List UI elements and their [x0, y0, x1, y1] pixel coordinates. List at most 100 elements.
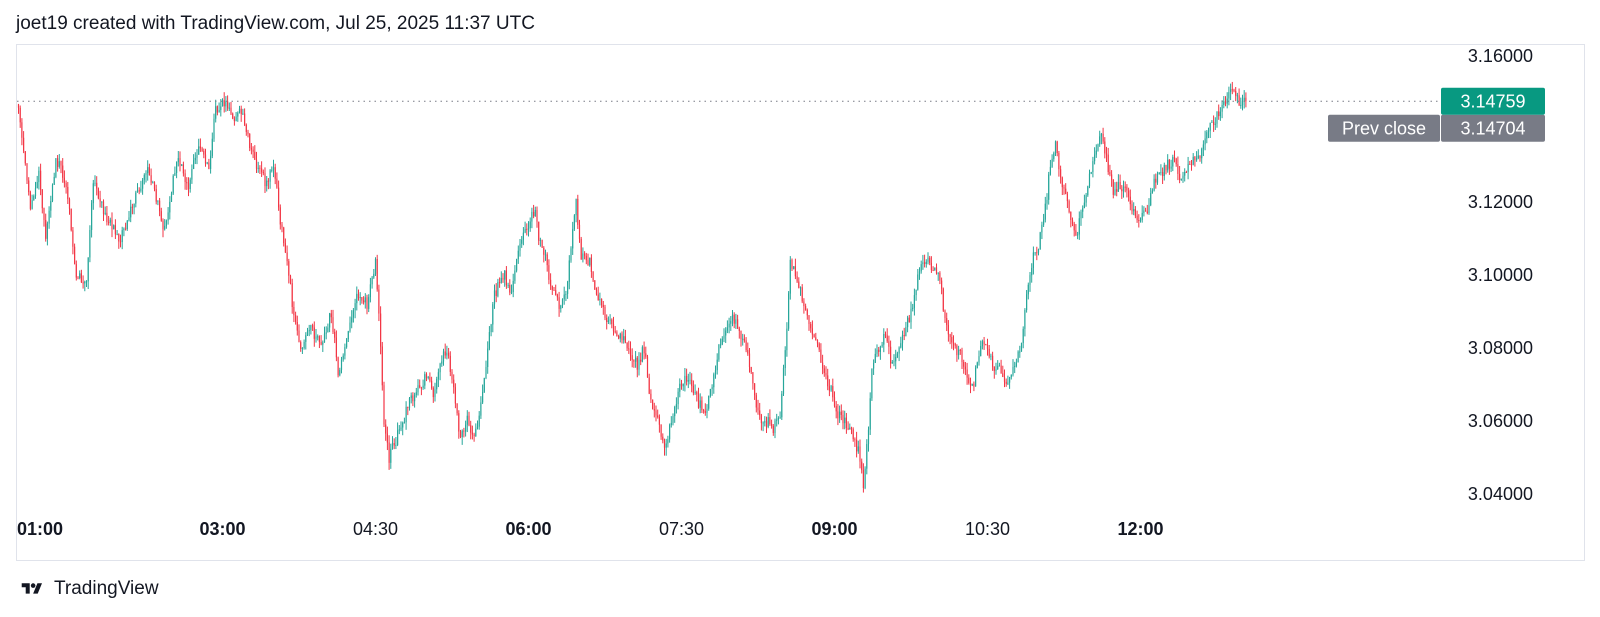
candle-body [250, 147, 252, 150]
candlestick-chart[interactable]: 3.16000 3.12000 3.10000 3.08000 3.06000 3.040… [0, 0, 1600, 570]
candle-body [556, 295, 558, 298]
candle-body [441, 361, 443, 364]
time-tick-label: 01:00 [17, 519, 63, 539]
candle-body [233, 118, 235, 121]
candle-body [888, 341, 890, 347]
candle-body [75, 264, 77, 278]
candle-body [87, 257, 89, 282]
candle-body [930, 262, 932, 271]
candle-body [1224, 101, 1227, 104]
candle-body [368, 297, 370, 309]
footer-brand[interactable]: TradingView [16, 578, 159, 600]
candle-body [80, 273, 82, 283]
candle-body [264, 173, 266, 187]
candle-body [878, 349, 880, 352]
candle-body [339, 369, 341, 376]
candle-body [531, 211, 533, 222]
candle-body [558, 297, 560, 309]
candle-body [784, 350, 786, 369]
candle-body [1015, 362, 1017, 367]
candle-body [1073, 223, 1075, 231]
candle-body [94, 182, 96, 184]
candle-body [29, 192, 31, 209]
candle-body [303, 341, 305, 349]
candle-body [198, 146, 200, 155]
candle-body [956, 345, 958, 356]
candle-body [283, 227, 285, 244]
candle-body [1029, 275, 1031, 285]
candle-body [38, 170, 40, 183]
candle-body [735, 319, 737, 324]
candle-body [788, 293, 790, 329]
last-price-label: 3.14759 [1460, 91, 1525, 111]
candle-body [213, 118, 215, 139]
candle-body [227, 101, 229, 109]
candle-body [323, 333, 326, 343]
candle-body [1065, 188, 1067, 194]
candle-body [170, 193, 173, 202]
candle-body [507, 284, 509, 286]
candle-body [84, 281, 86, 284]
time-tick-label: 06:00 [505, 519, 551, 539]
candle-body [638, 359, 640, 370]
candle-body [420, 387, 422, 389]
candle-body [1037, 249, 1040, 253]
candle-body [653, 409, 655, 411]
candle-body [72, 230, 74, 247]
candle-body [36, 182, 38, 189]
candle-body [684, 375, 686, 384]
candle-body [714, 370, 717, 375]
candle-body [1092, 161, 1094, 173]
candle-body [922, 262, 924, 265]
candle-body [687, 380, 689, 382]
candle-body [837, 411, 839, 419]
candle-body [810, 324, 812, 329]
candle-body [504, 270, 506, 280]
candle-body [1071, 220, 1074, 224]
candle-body [448, 352, 450, 356]
candle-body [269, 170, 271, 182]
candle-body [21, 122, 23, 138]
candle-body [495, 290, 497, 296]
candle-body [918, 271, 921, 275]
candle-body [162, 220, 164, 230]
chart-frame[interactable] [16, 44, 1585, 561]
candle-body [74, 246, 76, 265]
candle-body [1088, 173, 1091, 187]
candle-body [958, 349, 960, 356]
candle-body [1009, 377, 1011, 383]
candle-body [915, 289, 917, 296]
candle-body [883, 334, 885, 345]
candle-body [1054, 141, 1057, 154]
candle-body [206, 162, 208, 164]
candle-body [912, 307, 914, 309]
candle-body [244, 113, 246, 125]
candle-body [1216, 111, 1218, 124]
candle-body [478, 415, 480, 427]
candle-body [335, 337, 337, 358]
candle-body [910, 308, 912, 323]
candle-body [1034, 252, 1036, 254]
candle-body [595, 289, 598, 295]
candle-body [929, 257, 931, 263]
candle-body [232, 113, 234, 119]
candle-body [1190, 164, 1193, 166]
candle-body [1150, 193, 1152, 206]
candle-body [742, 338, 744, 340]
candle-body [939, 272, 941, 281]
candle-body [325, 332, 327, 334]
candle-body [886, 335, 888, 342]
candle-body [67, 186, 69, 200]
candle-body [745, 340, 747, 351]
candle-body [453, 379, 455, 388]
candle-body [116, 233, 118, 235]
candle-body [317, 336, 319, 338]
candle-body [527, 228, 530, 230]
candle-body [694, 392, 696, 394]
candle-body [1165, 165, 1167, 171]
candle-body [89, 229, 91, 258]
candle-body [799, 287, 802, 289]
candle-body [905, 327, 907, 337]
candle-body [371, 277, 373, 285]
candle-body [543, 247, 545, 255]
